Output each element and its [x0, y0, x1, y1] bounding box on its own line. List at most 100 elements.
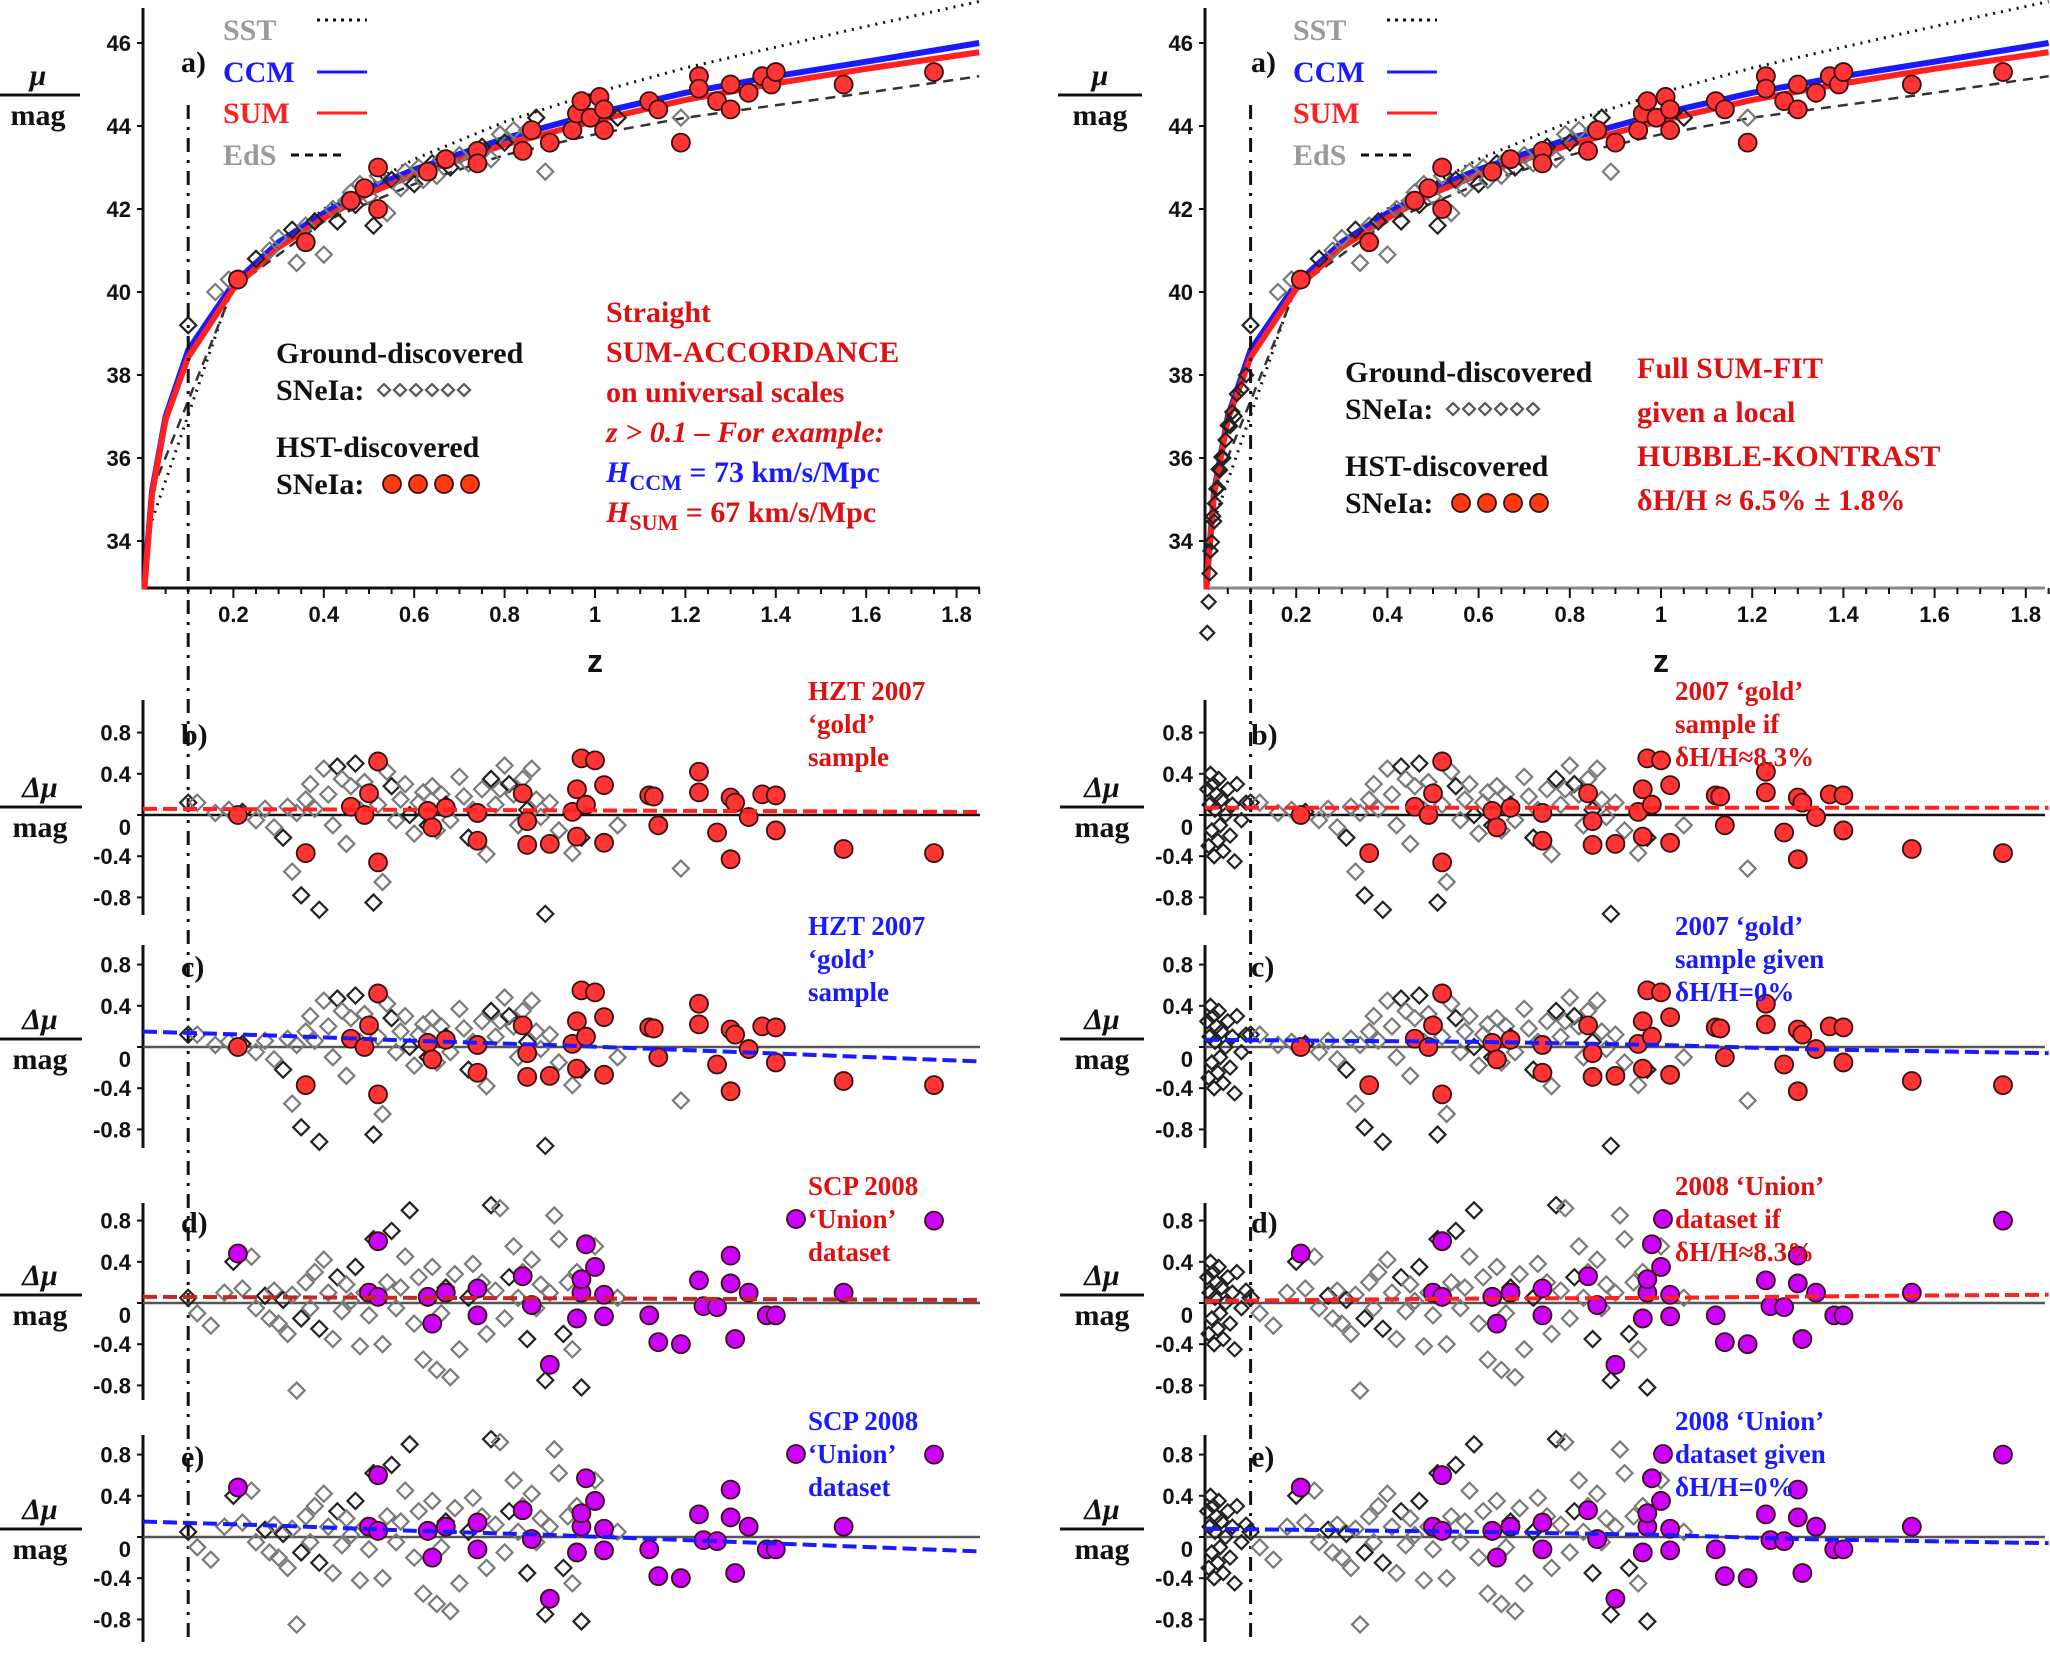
low-z-sn-point: [1223, 1518, 1241, 1536]
ground-legend-label: SNeIa:: [276, 374, 364, 407]
ground-sn-point: [1555, 1432, 1575, 1452]
ground-sn-point: [1546, 149, 1566, 169]
y-tick-label: 44: [107, 114, 132, 139]
y-tick-label: -0.4: [93, 1566, 132, 1591]
ground-sn-point: [1587, 1484, 1607, 1504]
low-z-sn-point: [1237, 1516, 1255, 1534]
ground-sn-point: [1396, 1001, 1416, 1021]
hst-sn-point: [562, 120, 583, 141]
ground-sn-point: [246, 1298, 266, 1318]
low-z-sn-point: [1214, 1564, 1232, 1582]
ground-sn-point: [282, 220, 302, 240]
ground-legend-marker: [392, 382, 408, 398]
y-axis-label-numerator: Δμ: [21, 1493, 58, 1526]
union-sn-point: [1714, 1566, 1735, 1587]
ground-sn-point: [1396, 769, 1416, 789]
hst-sn-point: [1418, 178, 1439, 199]
ground-sn-point: [1345, 1519, 1366, 1539]
union-sn-point: [1737, 1334, 1758, 1355]
ground-sn-point: [1332, 1314, 1352, 1334]
y-tick-label: -0.8: [93, 1117, 131, 1142]
union-sn-point: [1787, 1273, 1808, 1294]
ground-sn-point: [282, 862, 302, 882]
ground-sn-point: [535, 1136, 555, 1156]
ground-sn-point: [1560, 756, 1580, 776]
hst-sn-point: [1714, 1047, 1735, 1068]
ground-sn-point: [336, 1274, 356, 1295]
panel-annotation-line: dataset given: [1675, 1439, 1826, 1469]
ground-sn-point: [287, 253, 307, 273]
low-z-sn-point: [1221, 827, 1239, 845]
union-sn-point: [1587, 1295, 1608, 1315]
ground-sn-point: [332, 769, 352, 789]
ground-sn-point: [1345, 1285, 1366, 1305]
ground-sn-point: [187, 1303, 207, 1323]
ground-sn-point: [1386, 1563, 1407, 1583]
low-z-sn-point: [1232, 1043, 1251, 1061]
ground-sn-point: [1391, 1501, 1411, 1521]
ground-sn-point: [1250, 1303, 1270, 1323]
ground-sn-point: [1505, 1367, 1525, 1387]
hst-sn-point: [1710, 786, 1731, 807]
hst-sn-point: [924, 843, 944, 864]
model-reference-line: [1204, 1292, 2049, 1303]
union-legend-marker: [1653, 1444, 1673, 1464]
y-tick-label: 0.4: [100, 762, 131, 787]
union-sn-point: [639, 1539, 660, 1560]
y-tick-label: 0.4: [1162, 994, 1193, 1019]
ground-legend-label: SNeIa:: [1345, 393, 1433, 426]
ground-sn-point: [382, 1008, 402, 1028]
y-tick-label: 46: [1169, 31, 1193, 56]
y-axis-label-denominator: mag: [13, 1299, 68, 1332]
hst-sn-point: [368, 983, 388, 1004]
ground-sn-point: [327, 211, 347, 232]
hst-sn-point: [725, 792, 746, 813]
hst-sn-point: [1532, 153, 1553, 174]
union-sn-point: [1651, 1257, 1671, 1277]
x-tick-label: 1.6: [851, 602, 882, 627]
y-tick-label: 40: [1169, 280, 1193, 305]
ground-sn-point: [1491, 1360, 1511, 1380]
x-tick-label: 0.6: [1463, 602, 1494, 627]
ground-sn-point: [1514, 1339, 1534, 1359]
ground-sn-point: [490, 1198, 510, 1218]
y-axis-label-numerator: Δμ: [1083, 1493, 1120, 1526]
hst-sn-point: [1714, 99, 1735, 120]
hst-sn-point: [1500, 1029, 1521, 1050]
hst-sn-point: [1432, 852, 1453, 873]
hst-sn-point: [1787, 99, 1808, 120]
ground-sn-point: [671, 859, 691, 879]
ground-sn-point: [404, 1314, 424, 1334]
union-sn-point: [1632, 1542, 1653, 1563]
ground-sn-point: [1318, 1520, 1338, 1540]
ground-sn-point: [287, 803, 307, 823]
ground-sn-point: [201, 1550, 221, 1570]
ground-sn-point: [490, 124, 510, 144]
ground-sn-point: [178, 315, 198, 335]
ground-sn-point: [323, 815, 343, 835]
ground-sn-point: [449, 1573, 469, 1593]
hst-sn-point: [1632, 826, 1653, 847]
low-z-sn-point: [1198, 1502, 1216, 1520]
ground-sn-point: [1277, 1517, 1297, 1537]
low-z-sn-point: [1210, 770, 1228, 788]
ground-sn-point: [1601, 1604, 1621, 1624]
ground-sn-point: [323, 1329, 343, 1349]
ground-sn-point: [1551, 1515, 1571, 1535]
panel-label-a: a): [1251, 46, 1276, 79]
low-z-sn-point: [1237, 1282, 1255, 1300]
hst-sn-point: [707, 822, 727, 843]
panel-annotation-line: 2008 ‘Union’: [1675, 1171, 1824, 1201]
low-z-sn-point: [1211, 1304, 1229, 1322]
panel-annotation-line: dataset: [808, 1237, 891, 1267]
ground-sn-point: [1350, 1614, 1370, 1635]
hst-legend-marker: [1477, 493, 1497, 513]
hst-sn-point: [720, 1081, 741, 1102]
ground-sn-point: [1437, 1104, 1457, 1124]
ground-legend-marker: [440, 382, 456, 398]
ground-sn-point: [1537, 1011, 1557, 1031]
ground-sn-point: [1450, 1042, 1470, 1062]
union-sn-point: [720, 1273, 741, 1294]
hst-sn-point: [1806, 82, 1826, 103]
ground-sn-point: [1345, 220, 1366, 240]
